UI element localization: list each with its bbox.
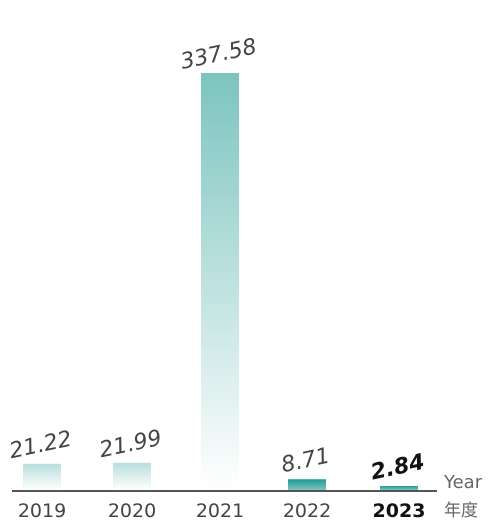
value-label-2023: 2.84 bbox=[369, 450, 427, 486]
bar-2021 bbox=[201, 73, 239, 490]
bar-2019 bbox=[23, 463, 61, 490]
value-label-2022: 8.71 bbox=[279, 444, 332, 479]
tick-labels-group: 2019 2020 2021 2022 2023 bbox=[18, 500, 426, 520]
axis-unit-en: Year bbox=[443, 472, 483, 493]
tick-label-2019: 2019 bbox=[18, 500, 66, 520]
tick-label-2022: 2022 bbox=[283, 500, 331, 520]
tick-label-2020: 2020 bbox=[108, 500, 156, 520]
tick-label-2021: 2021 bbox=[196, 500, 244, 520]
bar-2023 bbox=[380, 486, 418, 490]
bars-group bbox=[23, 73, 418, 490]
tick-label-2023: 2023 bbox=[373, 500, 426, 520]
bar-2020 bbox=[113, 462, 151, 490]
axis-unit-cn: 年度 bbox=[444, 501, 478, 520]
value-label-2021: 337.58 bbox=[178, 34, 258, 74]
value-labels-group: 21.22 21.99 337.58 8.71 2.84 bbox=[7, 34, 427, 485]
bar-2022 bbox=[288, 479, 326, 490]
value-label-2020: 21.99 bbox=[97, 426, 164, 464]
value-label-2019: 21.22 bbox=[7, 427, 74, 465]
